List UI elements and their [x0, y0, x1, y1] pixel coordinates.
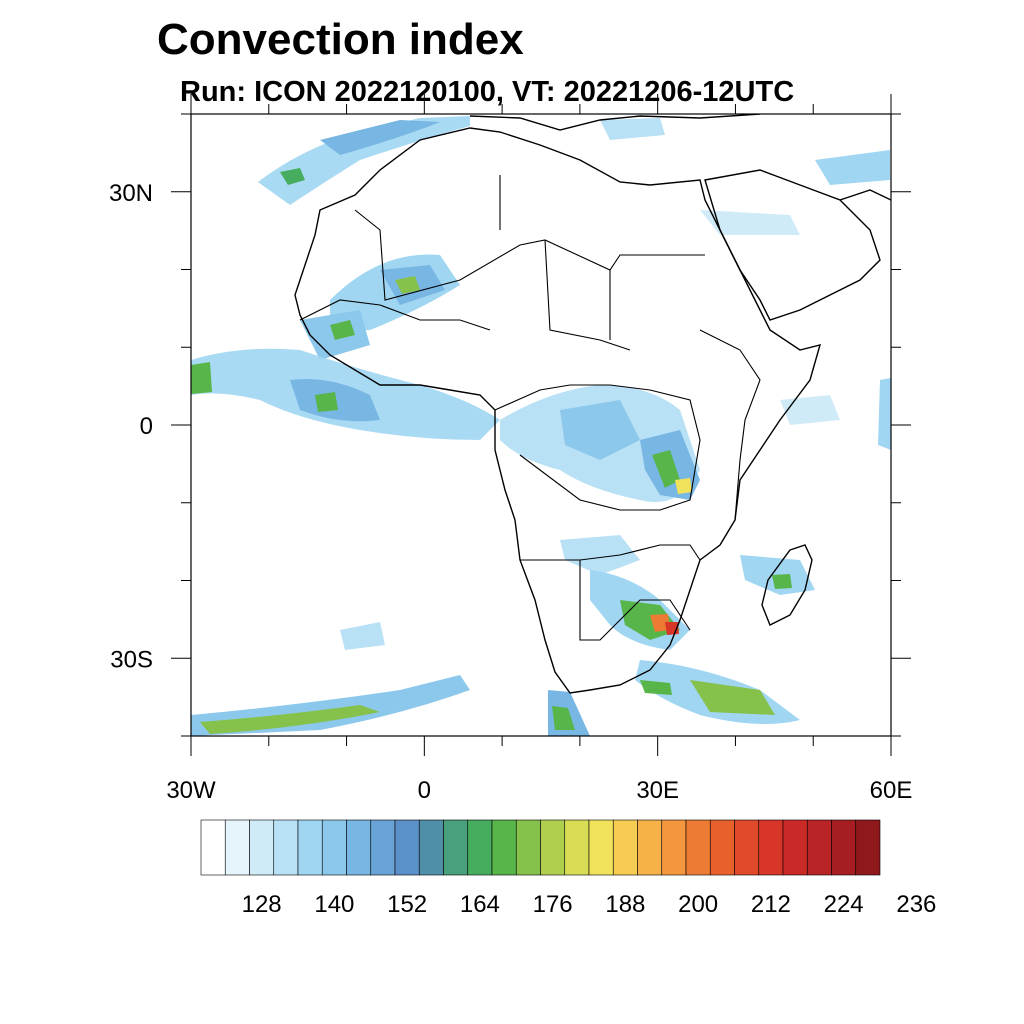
colorbar-swatch [540, 819, 566, 876]
colorbar-label: 140 [314, 891, 354, 918]
colorbar-swatch [806, 819, 832, 876]
colorbar-swatch [200, 819, 226, 876]
convection-region-sahel-green [395, 276, 420, 294]
colorbar-swatch [612, 819, 638, 876]
colorbar-swatch [346, 819, 372, 876]
axes: 30W 0 30E 60E 30N 0 30S [109, 94, 912, 804]
convection-region-mediterranean [600, 118, 665, 140]
convection-region-north-atlantic [258, 116, 470, 205]
colorbar-label: 212 [751, 891, 791, 918]
convection-region-south-atlantic-green [200, 705, 380, 734]
convection-region-madagascar-green [772, 574, 792, 589]
colorbar-swatch [709, 819, 735, 876]
madagascar-outline [761, 544, 813, 626]
y-tick-label: 0 [140, 413, 153, 440]
colorbar-swatch [782, 819, 808, 876]
convection-region-great-lakes-yellow [675, 478, 692, 494]
y-tick-label: 30S [110, 646, 153, 673]
y-tick-label: 30N [109, 180, 153, 207]
convection-region-north-atlantic-green [280, 168, 305, 185]
colorbar-label: 188 [605, 891, 645, 918]
colorbar-swatch [418, 819, 444, 876]
arabia-outline [704, 169, 881, 321]
colorbar-swatch [273, 819, 299, 876]
convection-region-agulhas-core [690, 680, 775, 715]
colorbar-label: 200 [678, 891, 718, 918]
convection-region-indian-ocean-east [878, 378, 891, 450]
convection-region-south-africa-hotspot-1 [650, 614, 670, 632]
colorbar-label: 152 [387, 891, 427, 918]
arabia-gulf [839, 189, 891, 201]
convection-region-gulf-of-guinea [191, 362, 212, 394]
border-lines-central [494, 384, 701, 511]
x-tick-label: 30E [636, 777, 679, 804]
x-tick-label: 60E [870, 777, 913, 804]
convection-region-north-atlantic-core [320, 120, 440, 155]
convection-region-west-coast-green [330, 320, 355, 340]
colorbar-swatch [370, 819, 396, 876]
convection-region-arabia [700, 210, 800, 235]
colorbar-swatch [249, 819, 275, 876]
border-lines-north [354, 209, 705, 301]
coastlines [294, 114, 891, 694]
colorbar-swatch [443, 819, 469, 876]
chart-subtitle: Run: ICON 2022120100, VT: 20221206-12UTC [180, 76, 794, 108]
colorbar-swatch [224, 819, 250, 876]
convection-region-indian-ocean [780, 395, 840, 425]
convection-region-agulhas-green [640, 680, 672, 695]
colorbar-swatch [394, 819, 420, 876]
colorbar-label: 128 [242, 891, 282, 918]
convection-field [191, 116, 891, 736]
colorbar-label: 176 [533, 891, 573, 918]
colorbar-swatch [491, 819, 517, 876]
border-lines-west [299, 299, 491, 331]
convection-region-tropical-atlantic-green [315, 392, 338, 412]
x-tick-label: 0 [418, 777, 431, 804]
convection-region-congo-core [560, 400, 640, 460]
colorbar-swatch [661, 819, 687, 876]
colorbar-label: 164 [460, 891, 500, 918]
colorbar-swatch [515, 819, 541, 876]
europe-coast [469, 114, 761, 131]
colorbar-swatch [855, 819, 881, 876]
colorbar-label: 236 [896, 891, 936, 918]
colorbar-swatch [564, 819, 590, 876]
convection-region-arabia-north [815, 150, 890, 185]
border-lines-south [520, 544, 701, 641]
africa-outline [294, 127, 822, 694]
colorbar-swatch [588, 819, 614, 876]
colorbar-swatch [831, 819, 857, 876]
colorbar-swatch [297, 819, 323, 876]
colorbar-swatch [467, 819, 493, 876]
colorbar-swatch [758, 819, 784, 876]
chart-title: Convection index [157, 15, 524, 64]
colorbar: 128 140 152 164 176 188 200 212 224 236 [200, 819, 936, 918]
borders [299, 175, 761, 641]
border-lines-sahel [499, 175, 631, 351]
convection-region-south-atlantic-patch [340, 622, 385, 650]
colorbar-swatch [637, 819, 663, 876]
colorbar-swatch [321, 819, 347, 876]
convection-region-great-lakes-green [652, 450, 680, 488]
colorbar-swatch [685, 819, 711, 876]
map-area [191, 114, 891, 736]
border-lines-east [699, 329, 761, 521]
x-tick-label: 30W [166, 777, 216, 804]
convection-region-cape-southwest-green [552, 706, 575, 730]
colorbar-swatch [734, 819, 760, 876]
colorbar-label: 224 [824, 891, 864, 918]
